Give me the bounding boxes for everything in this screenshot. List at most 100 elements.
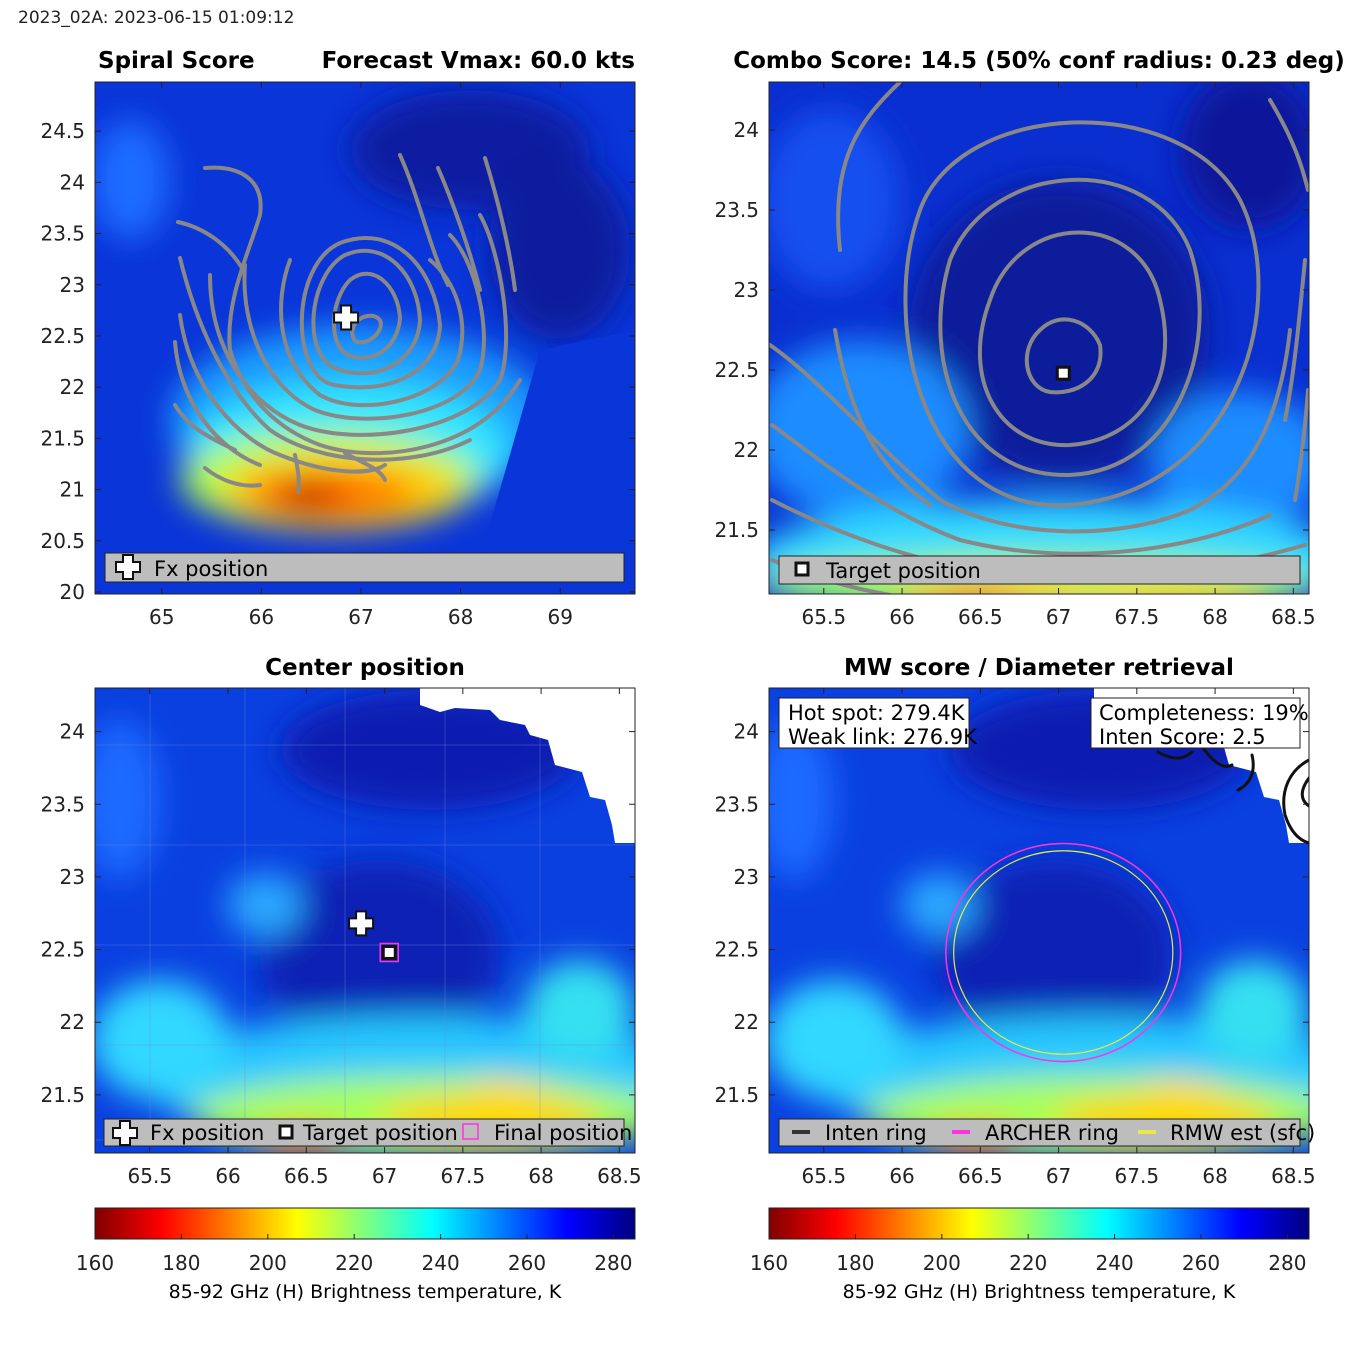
mw-axes-box (768, 687, 1310, 1154)
combo-legend-box (778, 555, 1301, 585)
fx-position-marker (348, 910, 375, 937)
mw-legend-label-inten: Inten ring (825, 1121, 927, 1145)
y-tick-label: 23 (734, 278, 759, 302)
combo-panel: Target position Combo Score: 14.5 (50% c… (714, 48, 1345, 629)
final-position-marker (379, 942, 400, 963)
y-tick-label: 21.5 (714, 1083, 759, 1107)
mw-textbox-left: Hot spot: 279.4K Weak link: 276.9K (778, 697, 978, 749)
center-legend-box (103, 1118, 625, 1147)
spiral-panel: Fx position Spiral Score Forecast Vmax: … (40, 48, 636, 629)
center-panel: Fx position Target position Final positi… (40, 655, 641, 1188)
spiral-contours (173, 153, 522, 494)
y-tick-label: 22 (60, 1010, 85, 1034)
y-tick-label: 22.5 (714, 938, 759, 962)
fx-position-marker (333, 304, 360, 331)
colorbar-left-gradient (94, 1207, 636, 1240)
y-tick-label: 20 (60, 580, 85, 604)
legend-square-icon (278, 1124, 294, 1140)
x-tick-label: 66 (889, 1164, 914, 1188)
mw-legend-label-rmw: RMW est (sfc) (1170, 1121, 1315, 1145)
y-tick-label: 24 (734, 720, 759, 744)
x-tick-label: 66.5 (284, 1164, 329, 1188)
y-tick-label: 22.5 (40, 938, 85, 962)
combo-legend: Target position (778, 555, 1301, 585)
x-tick-label: 67 (1046, 605, 1071, 629)
x-tick-label: 68 (528, 1164, 553, 1188)
target-position-marker (381, 944, 397, 960)
colorbar-tick-label: 180 (162, 1251, 200, 1275)
spiral-title-left: Spiral Score (98, 48, 255, 74)
weak-link-text: Weak link: 276.9K (788, 725, 978, 749)
y-tick-label: 22.5 (714, 358, 759, 382)
y-tick-label: 21.5 (40, 426, 85, 450)
target-position-marker (1055, 365, 1071, 381)
y-tick-label: 24 (734, 118, 759, 142)
hot-spot-text: Hot spot: 279.4K (788, 701, 966, 725)
archer-ring (945, 842, 1182, 1063)
colorbar-tick-label: 280 (594, 1251, 632, 1275)
y-tick-label: 23.5 (40, 222, 85, 246)
colorbar-tick-label: 180 (836, 1251, 874, 1275)
spiral-legend: Fx position (104, 552, 625, 583)
x-tick-label: 65.5 (802, 1164, 847, 1188)
colorbar-right-gradient (768, 1207, 1310, 1240)
y-tick-label: 22.5 (40, 324, 85, 348)
mw-textbox-left-frame (778, 697, 970, 749)
center-lat-lon-grid (95, 688, 635, 1153)
x-tick-label: 66 (249, 605, 274, 629)
x-tick-label: 67.5 (441, 1164, 486, 1188)
y-tick-label: 20.5 (40, 529, 85, 553)
colorbar-tick-label: 200 (923, 1251, 961, 1275)
legend-final-square-icon (462, 1123, 479, 1140)
center-axes-box (94, 687, 636, 1154)
center-legend-label-target: Target position (302, 1121, 458, 1145)
y-tick-label: 24.5 (40, 119, 85, 143)
y-tick-label: 22 (60, 375, 85, 399)
completeness-text: Completeness: 19% (1099, 701, 1309, 725)
center-legend: Fx position Target position Final positi… (103, 1118, 632, 1147)
center-legend-label-fx: Fx position (150, 1121, 264, 1145)
x-tick-label: 67 (348, 605, 373, 629)
x-tick-label: 67 (372, 1164, 397, 1188)
y-tick-label: 23 (60, 273, 85, 297)
y-tick-label: 24 (60, 170, 85, 194)
x-tick-label: 66 (215, 1164, 240, 1188)
figure-header: 2023_02A: 2023-06-15 01:09:12 (18, 8, 295, 28)
y-tick-label: 23.5 (40, 792, 85, 816)
x-tick-label: 65.5 (802, 605, 847, 629)
y-tick-label: 23 (734, 865, 759, 889)
y-tick-label: 22 (734, 1010, 759, 1034)
y-tick-label: 23.5 (714, 198, 759, 222)
y-tick-label: 21.5 (40, 1083, 85, 1107)
combo-legend-label: Target position (825, 559, 981, 583)
colorbar-right: 160 180 200 220 240 260 280 85-92 GHz (H) Brig… (750, 1207, 1310, 1303)
center-title: Center position (265, 655, 465, 681)
mw-title: MW score / Diameter retrieval (844, 655, 1234, 681)
colorbar-tick-label: 160 (750, 1251, 788, 1275)
x-tick-label: 66.5 (958, 1164, 1003, 1188)
x-tick-label: 68 (1202, 1164, 1227, 1188)
y-tick-label: 23.5 (714, 792, 759, 816)
mw-panel: Hot spot: 279.4K Weak link: 276.9K Compl… (714, 655, 1315, 1188)
spiral-legend-label: Fx position (154, 557, 268, 581)
x-tick-label: 66 (889, 605, 914, 629)
spiral-axes-box (94, 81, 636, 595)
x-tick-label: 65 (149, 605, 174, 629)
x-tick-label: 66.5 (958, 605, 1003, 629)
colorbar-left: 160 180 200 220 240 260 280 85-92 GHz (H) Brig… (76, 1207, 636, 1303)
colorbar-right-label: 85-92 GHz (H) Brightness temperature, K (843, 1281, 1236, 1303)
y-tick-label: 21 (60, 478, 85, 502)
colorbar-tick-label: 220 (335, 1251, 373, 1275)
x-tick-label: 69 (548, 605, 573, 629)
center-legend-label-final: Final position (494, 1121, 632, 1145)
mw-textbox-right-frame (1090, 697, 1301, 749)
colorbar-tick-label: 260 (508, 1251, 546, 1275)
combo-title: Combo Score: 14.5 (50% conf radius: 0.23… (733, 48, 1345, 74)
rmw-est-ring (953, 850, 1174, 1055)
mw-textbox-right: Completeness: 19% Inten Score: 2.5 (1090, 697, 1309, 749)
legend-plus-icon (112, 1120, 138, 1146)
y-tick-label: 24 (60, 720, 85, 744)
x-tick-label: 67.5 (1115, 605, 1160, 629)
colorbar-tick-label: 280 (1268, 1251, 1306, 1275)
spiral-title-right: Forecast Vmax: 60.0 kts (322, 48, 635, 74)
